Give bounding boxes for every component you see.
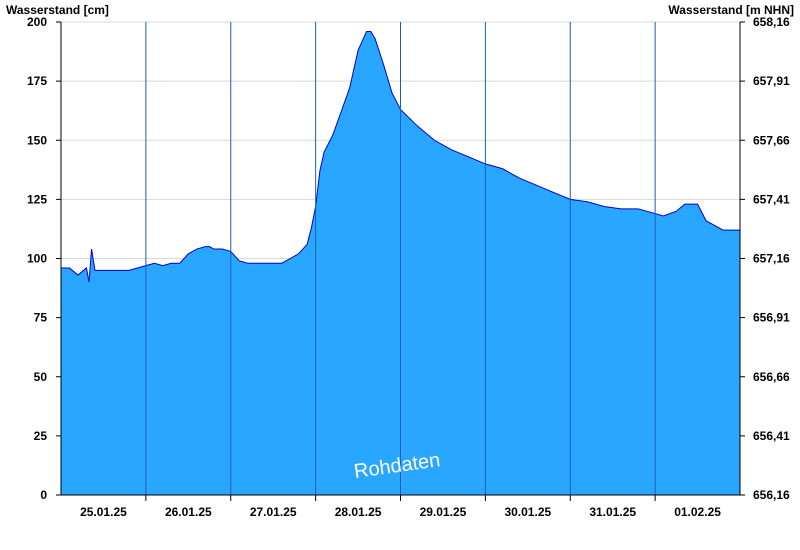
left-tick-label: 150 — [27, 133, 47, 147]
y-axis-title-right: Wasserstand [m NHN] — [668, 3, 794, 17]
left-tick-label: 75 — [34, 311, 48, 325]
right-tick-label: 658,16 — [753, 15, 790, 29]
left-tick-label: 175 — [27, 74, 47, 88]
left-tick-label: 100 — [27, 252, 47, 266]
right-tick-label: 657,91 — [753, 74, 790, 88]
x-tick-label: 29.01.25 — [420, 505, 467, 519]
right-tick-label: 656,91 — [753, 311, 790, 325]
right-tick-label: 657,66 — [753, 133, 790, 147]
right-tick-label: 656,16 — [753, 488, 790, 502]
right-tick-label: 656,41 — [753, 429, 790, 443]
water-level-line — [61, 30, 740, 283]
x-tick-label: 01.02.25 — [674, 505, 721, 519]
x-tick-label: 25.01.25 — [80, 505, 127, 519]
x-ticks: 25.01.25 26.01.25 27.01.25 28.01.25 29.01.25… — [80, 495, 721, 519]
left-tick-label: 0 — [40, 488, 47, 502]
x-tick-label: 28.01.25 — [335, 505, 382, 519]
x-tick-label: 27.01.25 — [250, 505, 297, 519]
left-tick-label: 200 — [27, 15, 47, 29]
left-tick-label: 125 — [27, 192, 47, 206]
x-tick-label: 26.01.25 — [165, 505, 212, 519]
left-tick-label: 25 — [34, 429, 48, 443]
right-tick-label: 657,16 — [753, 252, 790, 266]
x-tick-label: 31.01.25 — [589, 505, 636, 519]
day-separators — [145, 22, 656, 495]
x-tick-label: 30.01.25 — [504, 505, 551, 519]
left-tick-label: 50 — [34, 370, 48, 384]
right-y-ticks: 656,16 656,41 656,66 656,91 657,16 657,41 657,… — [740, 15, 790, 502]
right-tick-label: 657,41 — [753, 192, 790, 206]
y-axis-title-left: Wasserstand [cm] — [6, 3, 109, 17]
left-y-ticks: 0 25 50 75 100 125 150 175 200 — [27, 15, 61, 502]
right-tick-label: 656,66 — [753, 370, 790, 384]
